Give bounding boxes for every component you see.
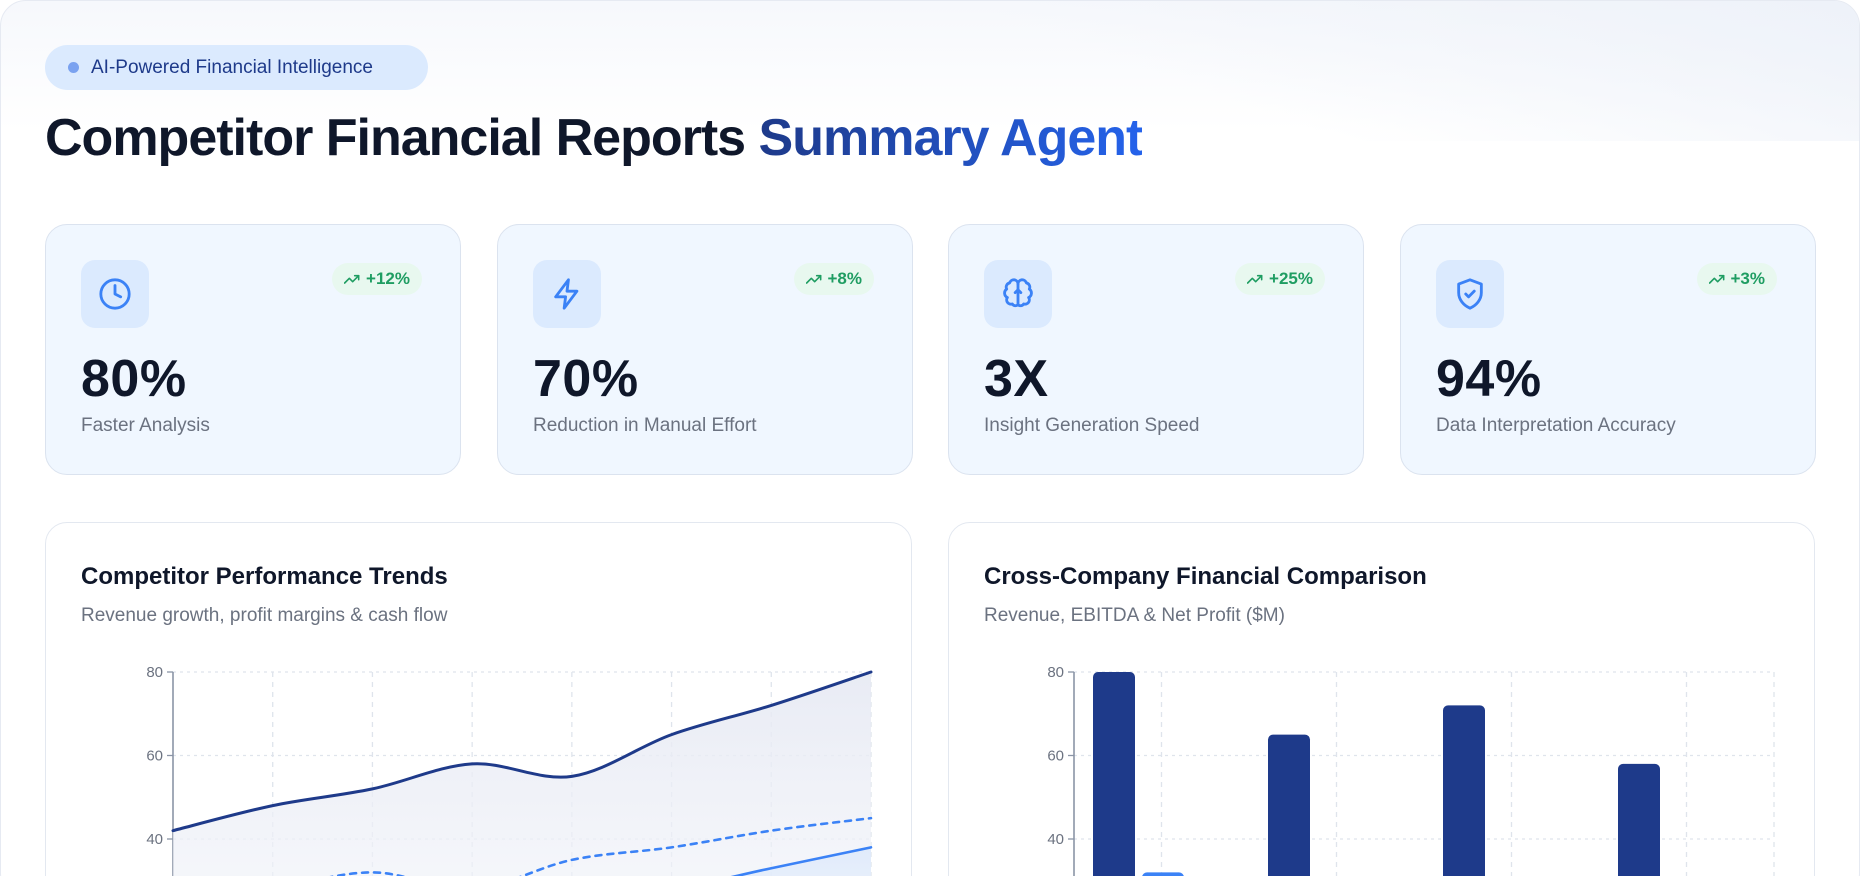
y-tick-label: 60 [146,748,163,765]
status-dot-icon [68,62,79,73]
trending-up-icon [805,274,821,284]
lightning-icon [533,260,601,328]
financial-comparison-chart: 40 60 80 [1047,664,1775,876]
chart-subtitle: Revenue, EBITDA & Net Profit ($M) [984,605,1285,626]
clock-icon [81,260,149,328]
series-line-profit-margins [329,816,873,876]
stat-value: 80% [81,350,187,408]
stat-label: Insight Generation Speed [984,415,1200,436]
trend-badge: +8% [793,263,874,295]
y-tick-label: 40 [146,831,163,848]
stat-label: Data Interpretation Accuracy [1436,415,1676,436]
trending-up-icon [1247,274,1263,284]
trend-badge: +12% [332,263,422,295]
y-tick-label: 80 [1047,664,1064,681]
bar-revenue-3 [1443,705,1485,876]
y-tick-label: 60 [1047,748,1064,765]
stat-card-insight-speed: +25% 3X Insight Generation Speed [948,224,1364,475]
trend-value: +3% [1730,269,1766,288]
financial-comparison-card: Cross-Company Financial Comparison Reven… [948,522,1815,876]
performance-trends-chart: 40 60 80 [146,664,873,876]
trend-value: +8% [827,269,863,288]
series-line-cash-flow [730,846,873,876]
trend-badge: +3% [1696,263,1777,295]
bar-revenue-1 [1093,672,1135,876]
stat-label: Faster Analysis [81,415,210,436]
bar-revenue-2 [1268,734,1310,876]
bar-ebitda-1 [1142,872,1184,876]
trend-value: +12% [366,269,410,288]
trending-up-icon [344,274,360,284]
stat-value: 70% [533,350,639,408]
trending-up-icon [1708,274,1724,284]
series-line-revenue-growth [171,670,873,833]
y-tick-label: 80 [146,664,163,681]
stat-card-faster-analysis: +12% 80% Faster Analysis [45,224,461,475]
bar-revenue-4 [1618,763,1660,876]
chart-title: Competitor Performance Trends [81,563,448,590]
performance-trends-card: Competitor Performance Trends Revenue gr… [45,522,912,876]
page-title-main: Competitor Financial Reports [45,109,759,167]
ai-badge: AI-Powered Financial Intelligence [45,45,428,90]
brain-icon [984,260,1052,328]
page-title-accent: Summary Agent [758,109,1144,167]
chart-title: Cross-Company Financial Comparison [984,563,1427,590]
trend-badge: +25% [1235,263,1325,295]
stat-card-manual-effort: +8% 70% Reduction in Manual Effort [497,224,913,475]
shield-check-icon [1436,260,1504,328]
ai-badge-label: AI-Powered Financial Intelligence [91,56,373,78]
trend-value: +25% [1269,269,1313,288]
y-tick-label: 40 [1047,831,1064,848]
stat-value: 94% [1436,350,1542,408]
stat-value: 3X [984,350,1049,408]
stat-label: Reduction in Manual Effort [533,415,757,436]
chart-subtitle: Revenue growth, profit margins & cash fl… [81,605,448,626]
page-title: Competitor Financial Reports Summary Age… [45,108,1144,168]
stat-card-accuracy: +3% 94% Data Interpretation Accuracy [1400,224,1816,475]
